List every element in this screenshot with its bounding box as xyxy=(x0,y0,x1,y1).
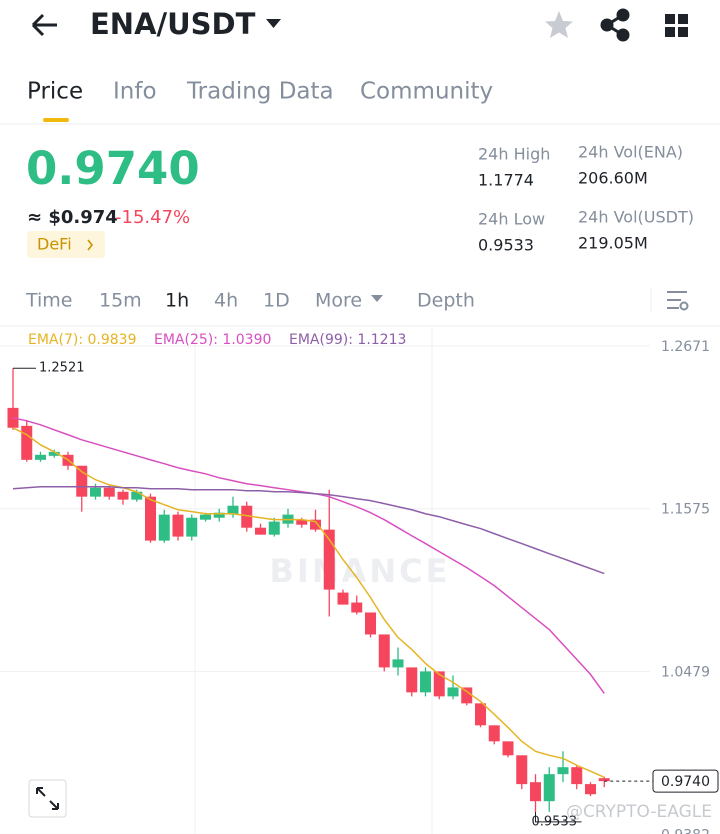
candle-body xyxy=(296,519,308,525)
legend-entry: EMA(99): 1.1213 xyxy=(289,332,406,348)
tab[interactable]: Info xyxy=(113,79,157,105)
last-price-box xyxy=(652,769,719,793)
candle-body xyxy=(516,755,528,785)
candle-body xyxy=(392,659,404,668)
candle-body xyxy=(530,782,541,802)
stat-label: 24h Vol(ENA) xyxy=(578,143,683,162)
candle-body xyxy=(585,784,596,795)
tag-badge[interactable] xyxy=(27,231,105,258)
last-price: 0.9740 xyxy=(26,142,200,195)
candle-body xyxy=(310,519,321,530)
high-label: 1.2521 xyxy=(39,361,85,376)
interval[interactable]: 15m xyxy=(99,290,142,312)
candle-body xyxy=(48,451,60,456)
candle-body xyxy=(365,612,376,635)
ema-line xyxy=(12,485,605,575)
candle-body xyxy=(543,774,555,802)
share-icon[interactable] xyxy=(600,8,630,42)
candle-body xyxy=(557,767,569,775)
candle-body xyxy=(186,517,198,537)
settings-icon[interactable] xyxy=(667,291,689,311)
interval[interactable]: More xyxy=(315,290,362,312)
candle-body xyxy=(76,465,88,497)
tag-arrow xyxy=(87,239,94,251)
candle-body xyxy=(21,425,33,460)
plot: 1.2671 1.1575 1.0479 0.9382 1.2521 0.9533 0.97… xyxy=(0,339,719,834)
candle-body xyxy=(598,778,610,782)
stat-value: 219.05M xyxy=(578,234,648,253)
candle-body xyxy=(420,671,431,693)
tab[interactable]: Trading Data xyxy=(186,79,334,105)
candle-body xyxy=(200,514,211,520)
low-label: 0.9533 xyxy=(532,814,578,829)
layout-icon[interactable] xyxy=(665,14,688,37)
candle-body xyxy=(35,454,46,460)
favorite-icon[interactable] xyxy=(545,11,573,38)
candle-body xyxy=(351,602,363,613)
candle-body xyxy=(571,767,583,785)
candle-body xyxy=(158,514,170,541)
interval[interactable]: 1h xyxy=(165,290,189,312)
interval[interactable]: Time xyxy=(25,290,73,312)
low-marker xyxy=(535,811,582,823)
candle-body xyxy=(447,687,459,697)
y-tick-label: 1.1575 xyxy=(661,502,710,518)
candle-body xyxy=(117,491,129,500)
tab[interactable]: Community xyxy=(360,79,493,105)
ema-line xyxy=(12,427,605,778)
y-tick-label: 0.9382 xyxy=(661,827,710,834)
candle-body xyxy=(103,487,115,497)
candle-body xyxy=(337,592,349,605)
price-change: -15.47% xyxy=(115,207,190,228)
stat-value: 1.1774 xyxy=(478,171,534,190)
candle-body xyxy=(241,505,253,528)
candle-body xyxy=(461,687,473,704)
usd-price: ≈ $0.974 xyxy=(27,207,118,228)
candle-body xyxy=(502,741,514,756)
tab[interactable]: Price xyxy=(27,79,83,105)
candle-body xyxy=(378,634,390,668)
candle-body xyxy=(227,505,239,515)
candle-body xyxy=(213,512,225,518)
last-price-label: 0.9740 xyxy=(661,774,710,790)
stat-label: 24h High xyxy=(478,145,550,164)
legend-entry: EMA(7): 0.9839 xyxy=(28,332,137,348)
candle-body xyxy=(268,521,280,535)
candle-body xyxy=(131,491,143,500)
candle-body xyxy=(488,725,500,742)
more-caret xyxy=(371,295,383,302)
candle-body xyxy=(145,496,156,541)
interval[interactable]: 1D xyxy=(263,290,290,312)
tab-indicator xyxy=(43,118,69,122)
interval[interactable]: Depth xyxy=(417,290,475,312)
candle-body xyxy=(172,514,184,537)
candle-body xyxy=(255,527,266,535)
candle-body xyxy=(406,667,418,693)
interval[interactable]: 4h xyxy=(214,290,238,312)
fullscreen-icon xyxy=(36,787,59,810)
stat-label: 24h Vol(USDT) xyxy=(578,208,694,227)
y-tick-label: 1.2671 xyxy=(661,339,710,355)
candle-body xyxy=(475,703,486,726)
stat-value: 0.9533 xyxy=(478,236,534,255)
y-tick-label: 1.0479 xyxy=(661,664,710,680)
candle-body xyxy=(433,671,445,697)
candle-body xyxy=(90,487,101,497)
stat-value: 206.60M xyxy=(578,169,648,188)
candle-body xyxy=(323,529,335,590)
tag-label[interactable]: DeFi xyxy=(37,235,72,254)
back-button[interactable] xyxy=(31,13,57,37)
watermark: BINANCE xyxy=(270,552,451,590)
pair-title[interactable]: ENA/USDT xyxy=(90,7,256,41)
fullscreen-button[interactable] xyxy=(28,779,67,818)
watermark: @CRYPTO-EAGLE xyxy=(566,802,712,822)
pair-dropdown[interactable] xyxy=(266,19,281,28)
legend-entry: EMA(25): 1.0390 xyxy=(154,332,271,348)
stat-label: 24h Low xyxy=(478,210,545,229)
